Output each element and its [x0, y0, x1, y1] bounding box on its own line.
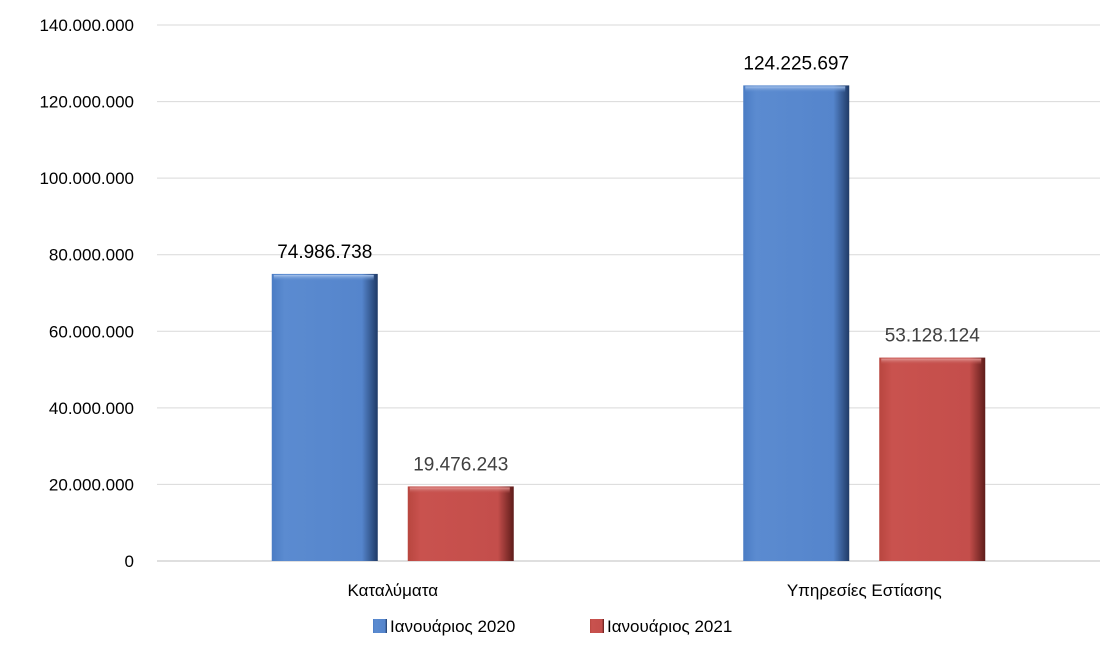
bar-jan-2020-0: [271, 273, 378, 561]
y-tick-label: 20.000.000: [49, 475, 134, 494]
y-tick-label: 100.000.000: [39, 169, 134, 188]
bars: [271, 85, 986, 562]
data-label: 124.225.697: [743, 53, 849, 74]
legend: Ιανουάριος 2020 Ιανουάριος 2021: [373, 617, 732, 636]
y-tick-label: 60.000.000: [49, 322, 134, 341]
data-label: 19.476.243: [413, 454, 508, 475]
x-tick-label: Υπηρεσίες Εστίασης: [787, 581, 942, 600]
bar-bevel: [273, 274, 374, 281]
legend-swatch: [373, 619, 387, 633]
data-label: 74.986.738: [277, 242, 372, 263]
x-tick-label: Καταλύματα: [347, 581, 438, 600]
x-axis-tick-labels: Καταλύματα Υπηρεσίες Εστίασης: [347, 581, 941, 600]
y-axis-tick-labels: 0 20.000.000 40.000.000 60.000.000 80.000.00…: [39, 16, 134, 571]
y-tick-label: 0: [125, 552, 134, 571]
legend-item-jan-2020: Ιανουάριος 2020: [373, 617, 515, 636]
y-tick-label: 40.000.000: [49, 399, 134, 418]
bar-bevel: [745, 86, 846, 93]
y-tick-label: 80.000.000: [49, 246, 134, 265]
bar-jan-2021-1: [879, 357, 986, 561]
legend-label: Ιανουάριος 2021: [607, 617, 732, 636]
bar-bevel: [409, 487, 510, 494]
bar-bevel: [881, 358, 982, 365]
legend-label: Ιανουάριος 2020: [390, 617, 515, 636]
y-tick-label: 140.000.000: [39, 16, 134, 35]
legend-swatch: [590, 619, 604, 633]
y-tick-label: 120.000.000: [39, 93, 134, 112]
bar-jan-2020-1: [743, 85, 850, 562]
legend-item-jan-2021: Ιανουάριος 2021: [590, 617, 732, 636]
bar-jan-2021-0: [407, 486, 514, 561]
data-labels: 74.986.738 19.476.243 124.225.697 53.128.12…: [277, 53, 980, 475]
data-label: 53.128.124: [885, 326, 981, 347]
